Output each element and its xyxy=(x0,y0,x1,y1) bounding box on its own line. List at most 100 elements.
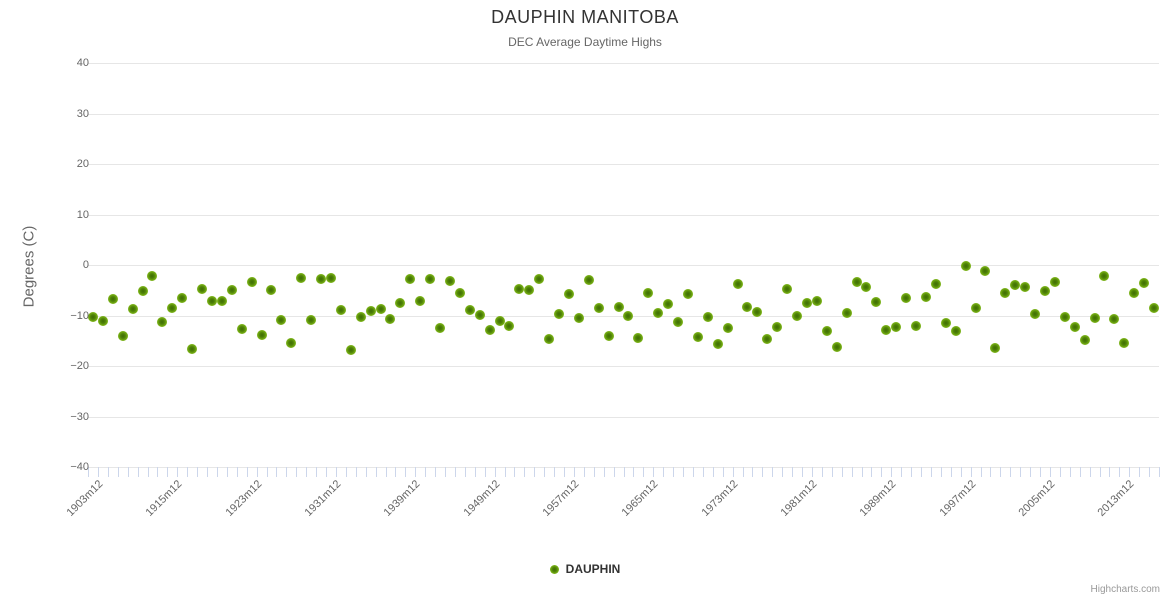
data-point[interactable] xyxy=(881,325,892,336)
data-point[interactable] xyxy=(871,296,882,307)
data-point[interactable] xyxy=(97,315,108,326)
data-point[interactable] xyxy=(425,273,436,284)
data-point[interactable] xyxy=(355,311,366,322)
data-point[interactable] xyxy=(950,326,961,337)
data-point[interactable] xyxy=(1079,335,1090,346)
data-point[interactable] xyxy=(623,311,634,321)
data-point[interactable] xyxy=(325,272,336,283)
data-point[interactable] xyxy=(316,274,327,285)
data-point[interactable] xyxy=(107,294,118,305)
data-point[interactable] xyxy=(484,325,495,336)
data-point[interactable] xyxy=(980,265,991,276)
data-point[interactable] xyxy=(930,278,941,289)
data-point[interactable] xyxy=(256,330,267,341)
data-point[interactable] xyxy=(940,317,951,328)
data-point[interactable] xyxy=(415,296,426,307)
data-point[interactable] xyxy=(345,344,356,355)
data-point[interactable] xyxy=(454,287,465,298)
data-point[interactable] xyxy=(752,306,763,317)
data-point[interactable] xyxy=(504,320,515,331)
highcharts-credits-link[interactable]: Highcharts.com xyxy=(1090,584,1160,595)
data-point[interactable] xyxy=(1119,337,1130,348)
data-point[interactable] xyxy=(1010,280,1021,291)
data-point[interactable] xyxy=(643,287,654,298)
data-point[interactable] xyxy=(147,271,158,282)
data-point[interactable] xyxy=(1089,312,1100,323)
data-point[interactable] xyxy=(117,330,128,341)
data-point[interactable] xyxy=(474,309,485,320)
data-point[interactable] xyxy=(702,312,713,322)
legend-item-dauphin[interactable]: DAUPHIN xyxy=(0,562,1170,576)
data-point[interactable] xyxy=(444,275,455,286)
data-point[interactable] xyxy=(524,285,535,296)
data-point[interactable] xyxy=(762,334,773,345)
data-point[interactable] xyxy=(365,305,376,316)
data-point[interactable] xyxy=(573,312,584,323)
data-point[interactable] xyxy=(494,316,505,327)
data-point[interactable] xyxy=(673,316,684,327)
data-point[interactable] xyxy=(1139,277,1150,288)
data-point[interactable] xyxy=(1059,311,1070,322)
data-point[interactable] xyxy=(1049,276,1060,287)
data-point[interactable] xyxy=(167,303,178,314)
data-point[interactable] xyxy=(187,343,198,354)
data-point[interactable] xyxy=(732,278,743,289)
data-point[interactable] xyxy=(603,330,614,341)
data-point[interactable] xyxy=(682,288,693,299)
data-point[interactable] xyxy=(920,291,931,302)
data-point[interactable] xyxy=(901,292,912,303)
data-point[interactable] xyxy=(1099,271,1110,282)
data-point[interactable] xyxy=(891,321,902,332)
data-point[interactable] xyxy=(464,305,475,316)
data-point[interactable] xyxy=(583,274,594,285)
data-point[interactable] xyxy=(593,302,604,313)
data-point[interactable] xyxy=(712,338,723,349)
data-point[interactable] xyxy=(990,342,1001,353)
data-point[interactable] xyxy=(563,289,574,300)
data-point[interactable] xyxy=(911,320,922,331)
data-point[interactable] xyxy=(177,293,188,304)
data-point[interactable] xyxy=(821,326,832,337)
data-point[interactable] xyxy=(811,295,822,306)
data-point[interactable] xyxy=(960,261,971,271)
data-point[interactable] xyxy=(1039,285,1050,296)
data-point[interactable] xyxy=(792,311,803,321)
data-point[interactable] xyxy=(970,302,981,313)
data-point[interactable] xyxy=(772,321,783,332)
data-point[interactable] xyxy=(742,301,753,312)
data-point[interactable] xyxy=(157,316,168,327)
data-point[interactable] xyxy=(306,314,317,325)
data-point[interactable] xyxy=(206,296,217,307)
data-point[interactable] xyxy=(236,323,247,334)
data-point[interactable] xyxy=(246,277,257,288)
data-point[interactable] xyxy=(276,315,287,326)
data-point[interactable] xyxy=(534,273,545,284)
data-point[interactable] xyxy=(653,307,664,318)
data-point[interactable] xyxy=(1149,302,1160,313)
data-point[interactable] xyxy=(851,276,862,287)
data-point[interactable] xyxy=(514,283,525,294)
data-point[interactable] xyxy=(335,305,346,316)
data-point[interactable] xyxy=(1069,322,1080,333)
data-point[interactable] xyxy=(395,297,406,308)
data-point[interactable] xyxy=(1000,288,1011,299)
data-point[interactable] xyxy=(554,308,565,319)
data-point[interactable] xyxy=(1020,282,1031,293)
data-point[interactable] xyxy=(663,298,674,309)
data-point[interactable] xyxy=(435,322,446,333)
data-point[interactable] xyxy=(296,272,307,283)
data-point[interactable] xyxy=(385,313,396,324)
data-point[interactable] xyxy=(127,304,138,315)
data-point[interactable] xyxy=(216,296,227,307)
data-point[interactable] xyxy=(87,311,98,322)
data-point[interactable] xyxy=(782,284,793,295)
data-point[interactable] xyxy=(861,281,872,292)
data-point[interactable] xyxy=(266,284,277,295)
data-point[interactable] xyxy=(544,333,555,344)
data-point[interactable] xyxy=(1109,314,1120,325)
data-point[interactable] xyxy=(226,285,237,296)
data-point[interactable] xyxy=(137,286,148,297)
data-point[interactable] xyxy=(286,338,297,349)
data-point[interactable] xyxy=(375,303,386,314)
data-point[interactable] xyxy=(1030,308,1041,319)
